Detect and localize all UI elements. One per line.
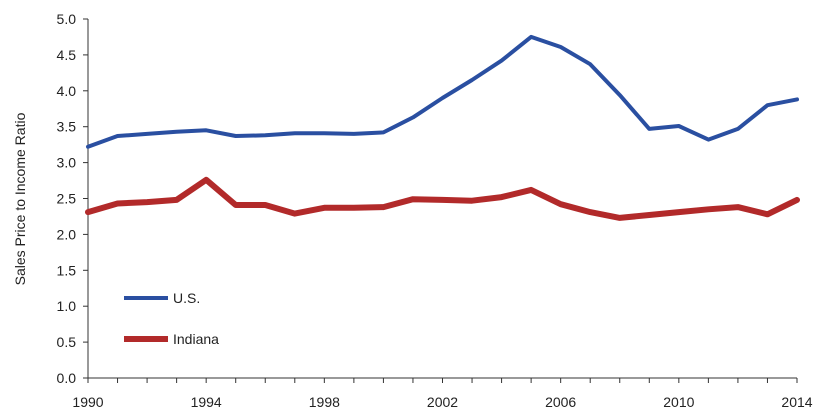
series-line-u-s (86, 34, 799, 149)
y-tick-label: 1.0 (57, 298, 77, 314)
x-tick-label: 1998 (309, 394, 340, 410)
series-lines (85, 34, 800, 221)
legend-item-indiana: Indiana (124, 331, 219, 347)
y-tick-label: 4.0 (57, 83, 77, 99)
x-tick-label: 1990 (72, 394, 103, 410)
y-tick-label: 3.5 (57, 119, 77, 135)
legend-item-us: U.S. (124, 290, 200, 306)
legend: U.S. Indiana (124, 290, 219, 347)
y-tick-label: 2.5 (57, 191, 77, 207)
y-axis-title: Sales Price to Income Ratio (12, 112, 28, 285)
y-tick-label: 0.0 (57, 370, 77, 386)
y-tick-label: 0.5 (57, 334, 77, 350)
y-tick-label: 3.0 (57, 155, 77, 171)
x-tick-label: 2002 (427, 394, 458, 410)
y-tick-label: 2.0 (57, 226, 77, 242)
legend-label-us: U.S. (173, 290, 200, 306)
legend-label-indiana: Indiana (173, 331, 219, 347)
plot-area: 0.00.51.01.52.02.53.03.54.04.55.0 1990 19… (57, 11, 813, 410)
y-tick-label: 4.5 (57, 47, 77, 63)
x-tick-label: 2014 (781, 394, 812, 410)
x-tick-label: 1994 (191, 394, 222, 410)
x-ticks: 1990 1994 1998 2002 2006 2010 2014 (72, 378, 813, 410)
series-line-indiana (85, 176, 800, 221)
x-tick-label: 2010 (663, 394, 694, 410)
y-ticks: 0.0 0.5 1.0 1.5 2.0 2.5 3.0 3.5 4.0 4.5 5.0 (57, 11, 88, 386)
y-tick-label: 5.0 (57, 11, 77, 27)
x-tick-label: 2006 (545, 394, 576, 410)
y-tick-label: 1.5 (57, 262, 77, 278)
